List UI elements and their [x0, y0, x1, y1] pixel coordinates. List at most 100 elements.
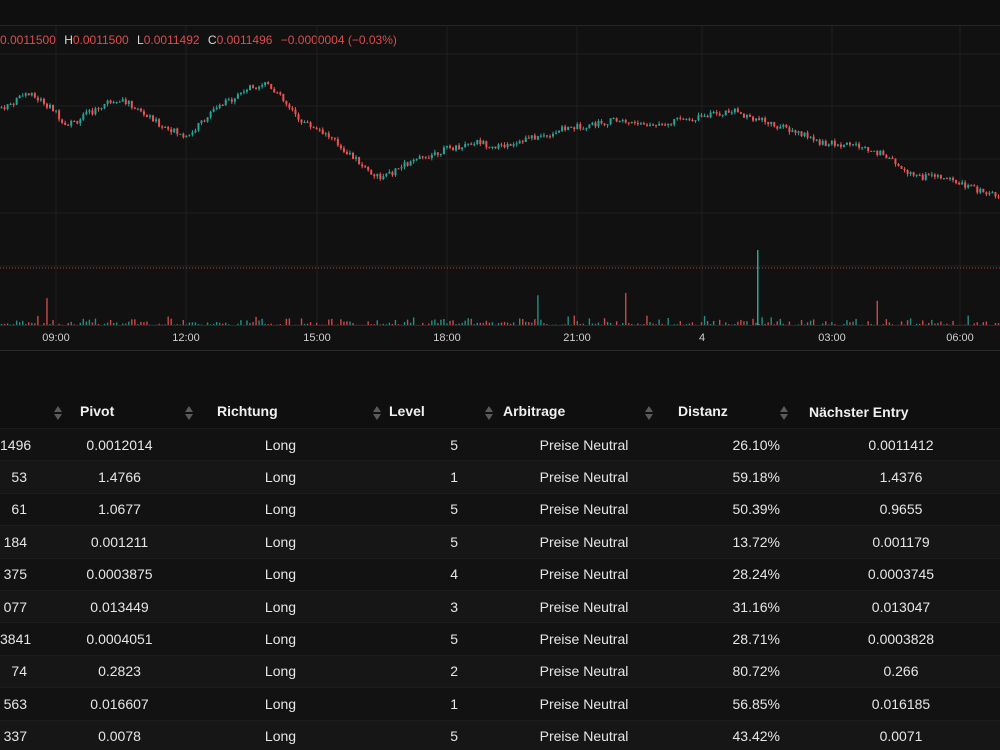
candle-body: [570, 126, 573, 128]
candle-body: [145, 114, 148, 117]
sort-icon[interactable]: [645, 405, 654, 420]
table-row[interactable]: 3841 0.0004051 Long 5 Preise Neutral 28.71% 0.…: [0, 622, 1000, 656]
candle-body: [952, 177, 955, 181]
candle-body: [212, 109, 215, 112]
sort-icon[interactable]: [54, 405, 62, 420]
candle-body: [300, 119, 303, 123]
candle-body: [745, 115, 748, 118]
candlestick-plot[interactable]: [0, 26, 1000, 325]
row-next-entry-cell: 0.001179: [802, 525, 1000, 559]
volume-bar: [922, 320, 924, 325]
volume-bar: [661, 323, 663, 325]
volume-bar: [773, 324, 775, 325]
candle-body: [912, 172, 915, 176]
candle-body: [788, 127, 791, 132]
table-row[interactable]: 375 0.0003875 Long 4 Preise Neutral 28.24% 0.0…: [0, 557, 1000, 591]
volume-bar: [758, 323, 760, 325]
sort-icon[interactable]: [372, 405, 381, 420]
row-direction-cell: Long: [187, 654, 374, 688]
volume-bar: [91, 322, 94, 325]
candle-body: [930, 174, 933, 176]
table-row[interactable]: 563 0.016607 Long 1 Preise Neutral 56.85% 0.01…: [0, 687, 1000, 721]
candle-body: [809, 136, 812, 138]
volume-bar: [506, 322, 509, 325]
row-direction-cell: Long: [187, 460, 374, 494]
volume-bar: [252, 322, 254, 325]
table-row[interactable]: 337 0.0078 Long 5 Preise Neutral 43.42% 0.0071: [0, 719, 1000, 750]
candle-body: [409, 161, 412, 166]
candle-body: [645, 124, 648, 126]
candle-body: [594, 122, 597, 127]
volume-bar: [49, 324, 51, 325]
column-header-richtung[interactable]: Richtung: [187, 395, 381, 429]
table-row[interactable]: 61 1.0677 Long 5 Preise Neutral 50.39% 0.9655: [0, 492, 1000, 526]
column-header-distanz[interactable]: Distanz: [670, 395, 802, 429]
row-level-cell: 3: [374, 589, 498, 623]
column-header-arbitrage[interactable]: Arbitrage: [498, 395, 670, 429]
table-row[interactable]: 74 0.2823 Long 2 Preise Neutral 80.72% 0.266: [0, 654, 1000, 688]
volume-bar: [646, 315, 648, 325]
volume-bar: [352, 322, 354, 325]
table-row[interactable]: 184 0.001211 Long 5 Preise Neutral 13.72% 0.00…: [0, 525, 1000, 559]
candle-body: [533, 135, 536, 140]
volume-bar: [994, 323, 997, 325]
candle-body: [888, 157, 891, 159]
volume-bar: [673, 324, 675, 325]
candle-body: [539, 135, 542, 137]
volume-bar: [849, 322, 851, 325]
candle-body: [327, 133, 330, 138]
price-chart-panel[interactable]: 0.0011500 H0.0011500 L0.0011492 C0.00114…: [0, 0, 1000, 351]
sort-icon[interactable]: [484, 405, 493, 420]
volume-bar: [470, 318, 472, 325]
column-header-level[interactable]: Level: [374, 395, 498, 429]
volume-bar: [615, 321, 618, 325]
candle-body: [306, 122, 309, 124]
row-arbitrage-cell: Preise Neutral: [498, 557, 670, 591]
volume-bar: [382, 323, 385, 325]
column-header-first[interactable]: [0, 395, 62, 429]
time-tick-label: 12:00: [172, 332, 200, 344]
candle-body: [597, 120, 600, 127]
volume-bar: [809, 320, 812, 325]
volume-bar: [497, 323, 500, 325]
candle-body: [921, 174, 924, 180]
time-axis[interactable]: 09:00 12:00 15:00 18:00 21:00 4 03:00 06:00: [0, 325, 1000, 351]
column-header-naechster-entry[interactable]: Nächster Entry: [802, 395, 1000, 429]
volume-bar: [491, 322, 494, 325]
volume-bar: [934, 323, 936, 325]
candle-body: [3, 107, 6, 110]
volume-bar: [718, 319, 721, 325]
candle-body: [388, 171, 391, 174]
candle-body: [76, 121, 79, 124]
candle-body: [152, 115, 155, 122]
candle-body: [967, 185, 970, 188]
volume-bar: [746, 321, 748, 325]
sort-icon[interactable]: [779, 405, 788, 420]
table-row[interactable]: 077 0.013449 Long 3 Preise Neutral 31.16% 0.01…: [0, 589, 1000, 623]
volume-bar: [270, 323, 272, 325]
candle-body: [661, 123, 664, 125]
candle-body: [121, 99, 124, 102]
table-row[interactable]: 1496 0.0012014 Long 5 Preise Neutral 26.10% 0.…: [0, 427, 1000, 461]
volume-bar: [531, 322, 533, 325]
row-arbitrage-cell: Preise Neutral: [498, 427, 670, 461]
volume-bar: [109, 319, 112, 325]
table-row[interactable]: 53 1.4766 Long 1 Preise Neutral 59.18% 1.4376: [0, 460, 1000, 494]
sort-icon[interactable]: [185, 405, 194, 420]
candle-body: [233, 98, 236, 102]
volume-bar: [446, 323, 448, 325]
row-pivot-cell: 0.0004051: [52, 622, 187, 656]
candle-body: [445, 145, 448, 148]
volume-bar: [43, 323, 45, 325]
volume-bar: [452, 320, 454, 325]
column-header-pivot[interactable]: Pivot: [52, 395, 194, 429]
volume-bar: [218, 322, 221, 325]
candle-body: [542, 135, 545, 137]
candle-body: [973, 185, 976, 187]
volume-bar: [655, 324, 657, 325]
volume-bar: [885, 319, 888, 325]
time-tick-label: 18:00: [433, 332, 461, 344]
candle-body: [439, 153, 442, 155]
candle-body: [933, 174, 936, 177]
candle-body: [182, 133, 185, 138]
